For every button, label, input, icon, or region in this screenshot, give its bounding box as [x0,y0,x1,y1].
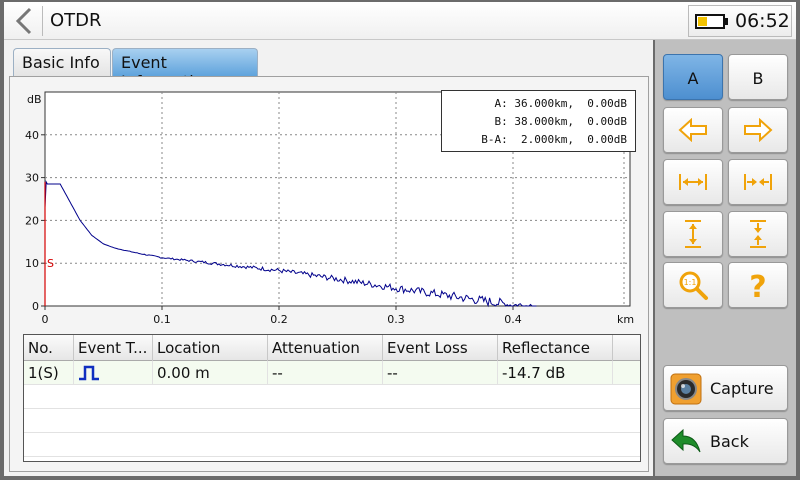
svg-text:?: ? [749,270,766,301]
zoom-reset-button[interactable]: 1:1 [663,262,723,308]
x-axis-label: km [617,313,634,326]
battery-icon [695,14,725,29]
y-axis-label: dB [27,93,42,106]
y-tick-label: 0 [32,300,39,313]
cell-location: 0.00 m [153,361,268,385]
move-left-button[interactable] [663,107,723,153]
table-header: No. Event T... Location Attenuation Even… [24,335,640,361]
zoom-out-vertical-button[interactable] [663,211,723,257]
table-row-empty [24,385,640,409]
cursor-a-label: A [687,69,699,88]
y-tick-label: 30 [25,172,39,185]
capture-label: Capture [710,379,774,398]
camera-icon [670,373,702,405]
capture-button[interactable]: Capture [663,365,788,411]
zoom-out-horizontal-button[interactable] [663,159,723,205]
cursor-b-label: B [752,69,764,88]
back-button[interactable]: Back [663,418,788,464]
tab-basic-info[interactable]: Basic Info [13,48,111,76]
y-tick-label: 40 [25,129,39,142]
status-area: 06:52 [688,5,792,37]
clock: 06:52 [735,10,790,32]
arrow-left-icon [678,118,707,142]
cell-reflectance: -14.7 dB [498,361,613,385]
y-tick-label: 10 [25,257,39,270]
back-label: Back [710,432,749,451]
trace-line [44,180,537,308]
app-title: OTDR [50,10,102,31]
col-location[interactable]: Location [153,335,268,361]
cell-attenuation: -- [268,361,383,385]
x-tick-label: 0 [42,313,49,326]
back-chevron-icon[interactable] [10,6,40,36]
table-row[interactable]: 1(S) 0.00 m -- -- -14.7 dB [24,361,640,385]
cursor-b-button[interactable]: B [728,54,788,100]
cursor-b-readout: B: 38.000km, 0.00dB [494,115,627,128]
col-attenuation[interactable]: Attenuation [268,335,383,361]
cell-event-loss: -- [383,361,498,385]
magnifier-icon: 1:1 [679,271,708,300]
col-event-loss[interactable]: Event Loss [383,335,498,361]
x-tick-label: 0.3 [387,313,405,326]
event-table: No. Event T... Location Attenuation Even… [23,334,641,462]
x-tick-label: 0.2 [270,313,288,326]
y-tick-label: 20 [25,214,39,227]
title-bar: OTDR 06:52 [4,2,796,40]
control-panel: A B [655,40,796,476]
question-mark-icon: ? [749,270,766,301]
compress-horizontal-icon [744,174,772,190]
cursor-ba-readout: B-A: 2.000km, 0.00dB [481,133,627,146]
battery-tip [725,18,728,25]
main-panel: Basic Info Event Information 0 0.1 0.2 0.3 0… [4,40,653,476]
cell-no: 1(S) [24,361,74,385]
tab-event-information[interactable]: Event Information [112,48,258,91]
svg-text:1:1: 1:1 [684,278,697,287]
cell-event-type [74,361,153,385]
x-tick-label: 0.1 [153,313,171,326]
cursor-a-button[interactable]: A [663,54,723,100]
expand-horizontal-icon [679,174,707,190]
reflective-event-icon [79,365,99,381]
move-right-button[interactable] [728,107,788,153]
col-event-type[interactable]: Event T... [74,335,153,361]
cursor-a-readout: A: 36.000km, 0.00dB [494,97,627,110]
expand-vertical-icon [685,220,701,248]
table-row-empty [24,433,640,457]
compress-vertical-icon [750,220,766,248]
title-separator [42,6,43,36]
col-no[interactable]: No. [24,335,74,361]
back-arrow-icon [671,428,701,453]
battery-level [698,17,708,26]
help-button[interactable]: ? [728,262,788,308]
start-marker-label: S [47,257,54,270]
zoom-in-horizontal-button[interactable] [728,159,788,205]
cursor-readout: A: 36.000km, 0.00dB B: 38.000km, 0.00dB … [441,90,636,152]
x-tick-label: 0.4 [504,313,522,326]
col-reflectance[interactable]: Reflectance [498,335,613,361]
table-row-empty [24,409,640,433]
arrow-right-icon [744,118,773,142]
zoom-in-vertical-button[interactable] [728,211,788,257]
